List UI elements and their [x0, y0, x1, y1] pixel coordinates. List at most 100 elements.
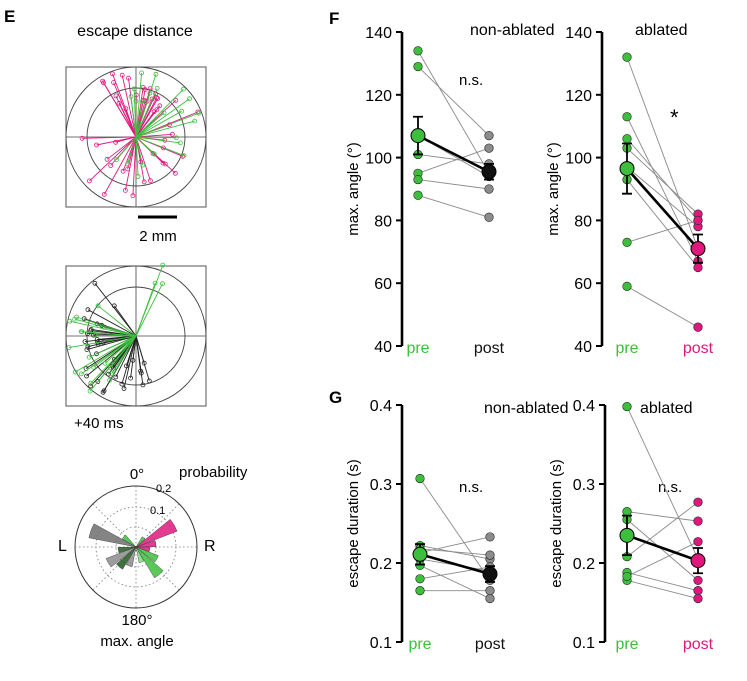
- trajectory-endpoint: [138, 368, 144, 374]
- paired-line: [626, 541, 699, 577]
- trajectory-endpoint: [104, 156, 110, 162]
- trajectory-endpoint: [140, 98, 146, 103]
- trajectory-line: [87, 309, 137, 337]
- trajectory-endpoint: [160, 281, 165, 287]
- trajectory-endpoint: [140, 162, 146, 168]
- y-tick-label: 80: [374, 213, 392, 230]
- trajectory-endpoint: [128, 375, 134, 381]
- paired-line: [417, 194, 490, 218]
- mean-line: [626, 167, 699, 250]
- plot-title: non-ablated: [484, 400, 569, 417]
- plot-title: non-ablated: [470, 22, 555, 39]
- category-label-pre: pre: [615, 636, 638, 653]
- trajectory-endpoint: [78, 371, 84, 377]
- trajectory-endpoint: [109, 371, 115, 377]
- trajectory-line: [96, 136, 137, 146]
- y-tick-label: 0.1: [573, 635, 595, 652]
- trajectory-line: [113, 82, 137, 138]
- trajectory-line: [135, 136, 144, 166]
- y-axis-label: escape duration (s): [345, 459, 362, 587]
- trajectory-endpoint: [67, 318, 73, 324]
- trajectory-line: [82, 136, 137, 139]
- y-axis-label: max. angle (°): [345, 142, 362, 236]
- paired-line: [626, 179, 699, 268]
- trajectory-line: [135, 133, 173, 138]
- trajectory-endpoint: [95, 303, 101, 309]
- trajectory-endpoint: [72, 369, 78, 375]
- trajectory-line: [91, 328, 137, 337]
- trajectory-endpoint: [180, 86, 186, 92]
- trajectory-endpoint: [154, 107, 160, 113]
- trajectory-endpoint: [84, 347, 90, 353]
- trajectory-endpoint: [92, 280, 98, 286]
- trajectory-line: [135, 136, 185, 157]
- paired-line: [417, 66, 490, 136]
- trajectory-endpoint: [79, 135, 85, 141]
- pre-data-point: [622, 237, 632, 247]
- paired-line: [417, 179, 490, 190]
- polar-wedge: [135, 536, 146, 548]
- mean-line: [419, 553, 491, 576]
- trajectory-endpoint: [108, 163, 114, 168]
- y-tick-label: 120: [365, 88, 392, 105]
- trajectory-endpoint: [131, 86, 137, 92]
- polar-left-label: L: [58, 538, 67, 555]
- trajectory-line: [90, 335, 137, 384]
- polar-ring-inner-label: 0.1: [150, 505, 165, 517]
- trajectory-line: [135, 136, 139, 177]
- trajectory-endpoint: [173, 135, 179, 141]
- trajectory-line: [133, 88, 137, 138]
- polar-histogram: [74, 485, 198, 609]
- trajectory-line: [135, 335, 142, 372]
- paired-line: [419, 548, 491, 556]
- significance-annotation: n.s.: [658, 479, 682, 496]
- trajectory-endpoint: [154, 86, 160, 91]
- trajectory-line: [135, 136, 151, 181]
- paired-line: [626, 519, 699, 581]
- trajectory-line: [106, 136, 137, 160]
- post-data-point: [484, 131, 494, 141]
- trajectory-endpoint: [111, 80, 116, 85]
- trajectory-line: [135, 110, 182, 138]
- trajectory-endpoint: [94, 351, 99, 357]
- dot-plot-1: 40 60 80 100 120 140 max. angle (°) pre post non-…: [329, 9, 555, 357]
- trajectory-endpoint: [92, 332, 98, 338]
- trajectory-line: [135, 112, 199, 138]
- pre-data-point: [415, 586, 425, 596]
- trajectory-endpoint: [123, 187, 128, 193]
- paired-line: [626, 285, 699, 328]
- paired-line: [626, 572, 699, 592]
- trajectory-endpoint: [181, 153, 187, 159]
- trajectory-endpoint: [130, 193, 136, 199]
- y-tick-label: 100: [565, 151, 592, 168]
- trajectory-endpoint: [147, 178, 153, 184]
- trajectory-line: [116, 136, 137, 160]
- trajectory-endpoint: [107, 377, 112, 383]
- trajectory-endpoint: [110, 71, 115, 77]
- pre-data-point: [413, 190, 423, 200]
- trajectory-endpoint: [141, 179, 147, 185]
- trajectory-line: [135, 283, 163, 337]
- category-label-post: post: [683, 340, 714, 357]
- category-label-pre: pre: [406, 340, 429, 357]
- y-tick-label: 0.3: [573, 477, 595, 494]
- polar-wedge: [116, 546, 137, 570]
- post-data-point: [484, 143, 494, 153]
- trajectory-endpoint: [140, 382, 146, 388]
- post-data-point: [485, 532, 495, 542]
- significance-annotation: *: [670, 105, 679, 130]
- trajectory-endpoint: [85, 307, 91, 313]
- trajectory-endpoint: [151, 151, 157, 157]
- escape-distance-plot-top: [65, 66, 207, 208]
- trajectory-endpoint: [86, 354, 92, 360]
- y-tick-label: 60: [574, 276, 592, 293]
- y-tick-label: 0.3: [370, 477, 392, 494]
- paired-line: [419, 478, 491, 581]
- y-tick-label: 140: [365, 25, 392, 42]
- trajectory-endpoint: [128, 94, 134, 99]
- polar-wedge: [117, 546, 137, 554]
- trajectory-endpoint: [74, 314, 79, 320]
- escape-distance-plot-bottom: [65, 262, 207, 407]
- trajectory-endpoint: [125, 161, 130, 167]
- trajectory-endpoint: [173, 97, 179, 103]
